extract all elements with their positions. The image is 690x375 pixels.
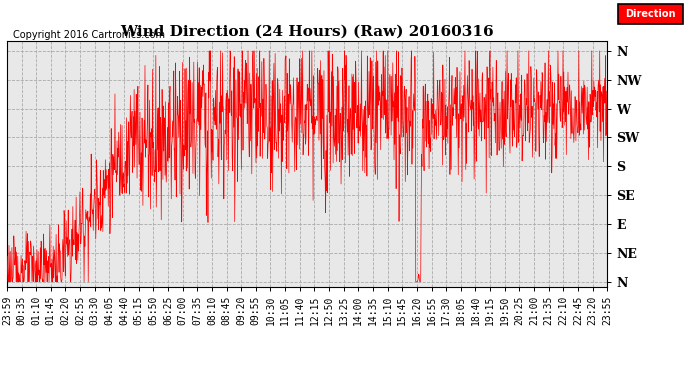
Title: Wind Direction (24 Hours) (Raw) 20160316: Wind Direction (24 Hours) (Raw) 20160316 (120, 25, 494, 39)
Text: Copyright 2016 Cartronics.com: Copyright 2016 Cartronics.com (13, 30, 165, 40)
Text: Direction: Direction (625, 9, 676, 19)
